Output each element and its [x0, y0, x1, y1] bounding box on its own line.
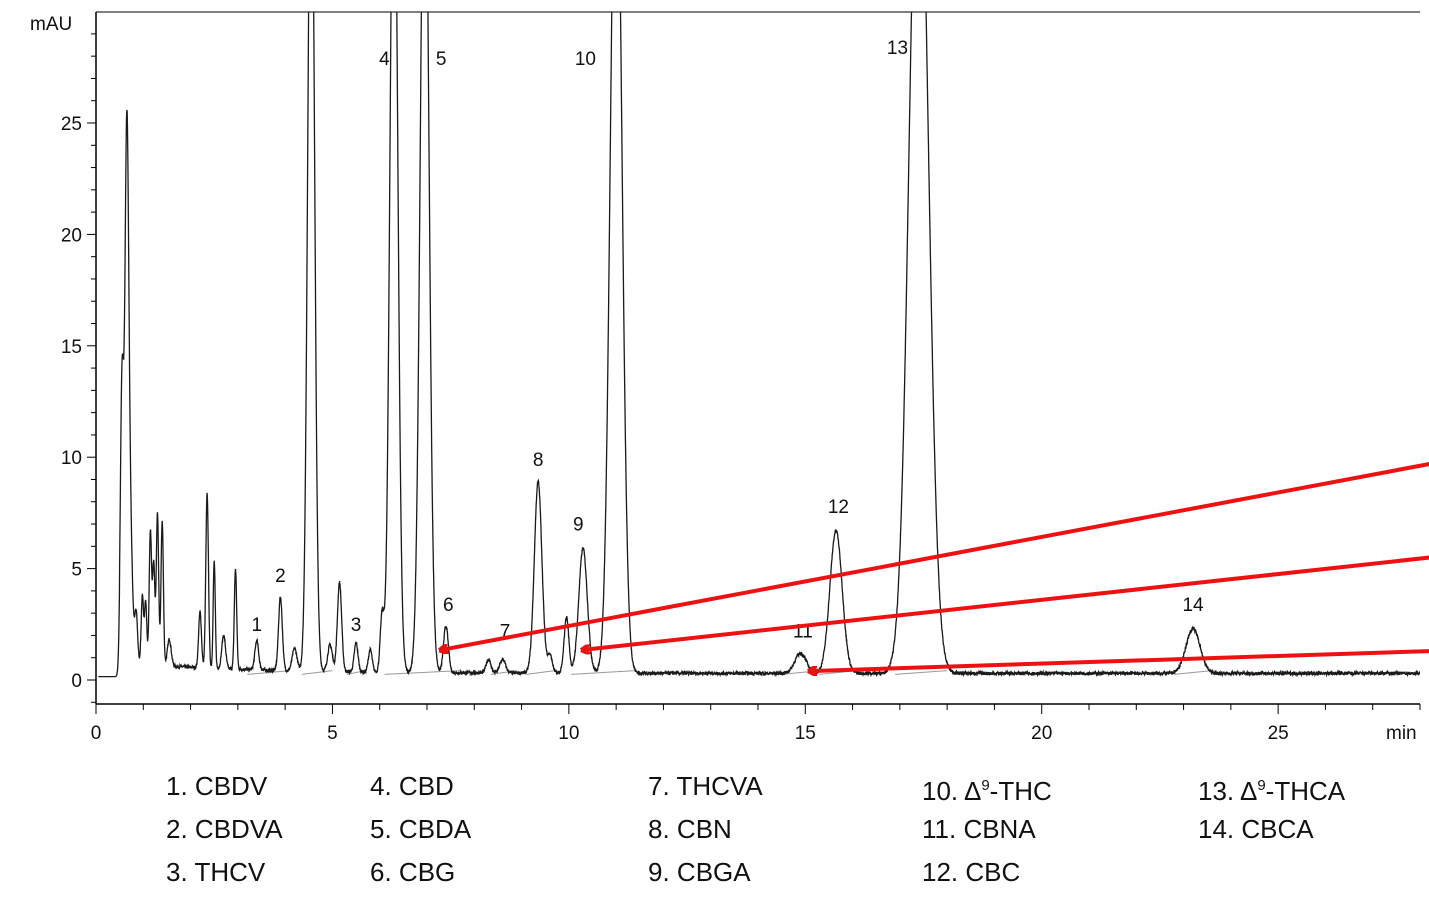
- legend-delta: Δ: [963, 776, 982, 806]
- legend-compound-name: CBDA: [398, 814, 472, 844]
- peak-label: 3: [351, 615, 362, 636]
- legend-superscript: 9: [981, 777, 990, 794]
- legend-number: 14.: [1198, 814, 1242, 844]
- x-tick-label: 5: [327, 723, 338, 744]
- baseline-segment: [301, 670, 333, 675]
- legend-item: 1. CBDV: [166, 768, 283, 811]
- peak-label: 2: [275, 566, 286, 587]
- red-arrow: [583, 555, 1429, 649]
- baseline-segment: [571, 670, 636, 675]
- x-tick-label: 0: [91, 723, 102, 744]
- y-tick-label: 25: [61, 114, 82, 135]
- legend-column: 10. Δ9-THC 11. CBNA 12. CBC: [922, 768, 1052, 897]
- peak-label: 13: [887, 38, 908, 59]
- legend-item: 5. CBDA: [370, 811, 471, 854]
- trace-line: [98, 12, 1420, 678]
- peak-label: 10: [575, 49, 596, 70]
- legend-superscript: 9: [1257, 777, 1266, 794]
- legend-compound-name: CBD: [398, 771, 454, 801]
- legend-number: 4.: [370, 771, 399, 801]
- legend-compound-name: CBDVA: [194, 814, 283, 844]
- legend-item: 14. CBCA: [1198, 811, 1345, 854]
- legend-number: 6.: [370, 857, 399, 887]
- legend-compound-name: CBN: [676, 814, 732, 844]
- y-tick-label: 5: [71, 560, 82, 581]
- legend-number: 2.: [166, 814, 195, 844]
- baseline-segment: [384, 670, 461, 675]
- red-arrow: [441, 462, 1429, 650]
- legend-compound-name: CBDV: [194, 771, 268, 801]
- peak-label: 12: [828, 497, 849, 518]
- legend-item: 6. CBG: [370, 854, 471, 897]
- legend-column: 1. CBDV 2. CBDVA 3. THCV: [166, 768, 283, 897]
- legend-compound-name: THCVA: [676, 771, 763, 801]
- peak-label: 8: [533, 450, 544, 471]
- peak-label: 7: [500, 622, 511, 643]
- legend-item: 11. CBNA: [922, 811, 1052, 854]
- legend-item: 9. CBGA: [648, 854, 763, 897]
- baseline-segment: [526, 670, 555, 675]
- x-tick-label: 20: [1031, 723, 1052, 744]
- baseline-segment: [895, 670, 948, 675]
- x-tick-label: 15: [795, 723, 816, 744]
- legend-number: 5.: [370, 814, 399, 844]
- y-tick-label: 0: [71, 671, 82, 692]
- legend-number: 3.: [166, 857, 195, 887]
- legend-column: 4. CBD 5. CBDA 6. CBG: [370, 768, 471, 897]
- legend-number: 7.: [648, 771, 677, 801]
- peak-label: 14: [1182, 595, 1204, 616]
- annotation-arrows: [441, 462, 1429, 671]
- peak-label: 9: [573, 515, 584, 536]
- legend-item: 4. CBD: [370, 768, 471, 811]
- x-axis-label: min: [1386, 723, 1417, 744]
- red-arrow: [810, 649, 1429, 671]
- legend-compound-name: THCV: [194, 857, 266, 887]
- legend-column: 7. THCVA 8. CBN 9. CBGA: [648, 768, 763, 897]
- legend-item: 10. Δ9-THC: [922, 768, 1052, 811]
- legend-number: 11.: [922, 814, 964, 844]
- legend-number: 12.: [922, 857, 966, 887]
- legend-delta: Δ: [1239, 776, 1258, 806]
- legend-compound-name: CBGA: [676, 857, 751, 887]
- legend-item: 2. CBDVA: [166, 811, 283, 854]
- baseline-segment: [1174, 670, 1212, 675]
- legend-number: 10.: [922, 776, 964, 806]
- legend-compound-name: CBCA: [1241, 814, 1314, 844]
- legend-compound-name: -THCA: [1265, 776, 1346, 806]
- chromatogram-trace: [98, 12, 1420, 678]
- y-tick-label: 10: [61, 448, 82, 469]
- legend-number: 13.: [1198, 776, 1240, 806]
- legend-column: 13. Δ9-THCA 14. CBCA: [1198, 768, 1345, 854]
- legend-compound-name: CBC: [965, 857, 1021, 887]
- peak-label: 1: [251, 615, 262, 636]
- x-tick-label: 10: [558, 723, 579, 744]
- legend-number: 8.: [648, 814, 677, 844]
- peak-label: 6: [443, 595, 454, 616]
- legend-number: 9.: [648, 857, 677, 887]
- y-tick-label: 20: [61, 225, 82, 246]
- legend-item: 7. THCVA: [648, 768, 763, 811]
- y-tick-label: 15: [61, 337, 82, 358]
- x-tick-label: 25: [1268, 723, 1289, 744]
- legend-item: 3. THCV: [166, 854, 283, 897]
- legend-item: 13. Δ9-THCA: [1198, 768, 1345, 811]
- legend-compound-name: CBG: [398, 857, 456, 887]
- baseline-segment: [247, 670, 290, 675]
- legend-number: 1.: [166, 771, 195, 801]
- y-axis-label: mAU: [30, 14, 72, 35]
- legend-item: 12. CBC: [922, 854, 1052, 897]
- compound-legend: 1. CBDV 2. CBDVA 3. THCV 4. CBD 5. CBDA 6. CB…: [0, 768, 1429, 887]
- legend-compound-name: CBNA: [963, 814, 1036, 844]
- legend-item: 8. CBN: [648, 811, 763, 854]
- peak-label: 5: [436, 49, 447, 70]
- legend-compound-name: -THC: [989, 776, 1052, 806]
- peak-label: 4: [379, 49, 390, 70]
